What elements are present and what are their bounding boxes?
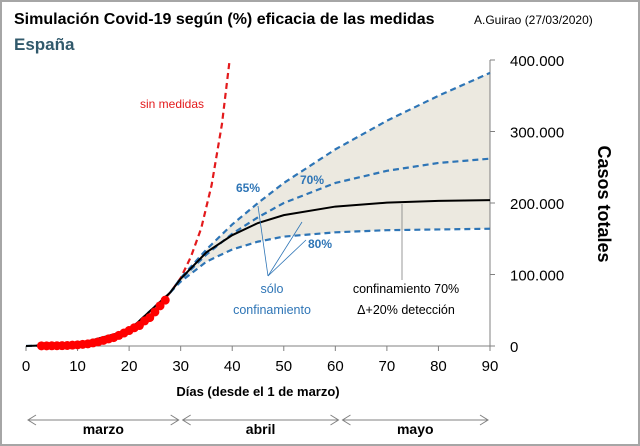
x-tick-label: 90 — [482, 358, 499, 375]
y-tick-label: 400.000 — [510, 53, 564, 70]
arrow-left-icon — [181, 414, 191, 426]
y-tick-label: 100.000 — [510, 268, 564, 285]
label-solo: sólo — [261, 282, 284, 296]
x-tick-label: 50 — [275, 358, 292, 375]
x-tick-label: 80 — [430, 358, 447, 375]
label-conf70: confinamiento 70% — [353, 282, 459, 296]
label-deteccion: Δ+20% detección — [357, 303, 455, 317]
month-label: marzo — [83, 421, 124, 437]
y-axis-label: Casos totales — [594, 145, 614, 262]
x-tick-label: 0 — [22, 358, 30, 375]
shaded-band — [170, 72, 490, 293]
x-tick-label: 20 — [121, 358, 138, 375]
label-70: 70% — [300, 173, 324, 187]
leader-65 — [257, 205, 269, 277]
chart-title: Simulación Covid-19 según (%) eficacia d… — [14, 11, 435, 28]
leader-80 — [267, 239, 307, 277]
x-tick-label: 40 — [224, 358, 241, 375]
arrow-right-icon — [330, 414, 340, 426]
observed-point — [150, 307, 160, 317]
y-tick-label: 300.000 — [510, 125, 564, 142]
y-tick-label: 200.000 — [510, 196, 564, 213]
x-tick-label: 60 — [327, 358, 344, 375]
x-tick-label: 10 — [69, 358, 86, 375]
x-tick-label: 70 — [379, 358, 396, 375]
x-axis-label: Días (desde el 1 de marzo) — [176, 384, 339, 399]
label-sin-medidas: sin medidas — [140, 97, 204, 111]
label-confinamiento: confinamiento — [233, 303, 311, 317]
arrow-left-icon — [341, 414, 351, 426]
month-label: abril — [246, 421, 276, 437]
x-tick-label: 30 — [172, 358, 189, 375]
arrow-right-icon — [170, 414, 180, 426]
y-tick-label: 0 — [510, 339, 518, 356]
chart-credit: A.Guirao (27/03/2020) — [474, 13, 593, 27]
series-line-80- — [169, 227, 491, 294]
observed-point — [160, 295, 170, 305]
chart-subtitle: España — [14, 35, 75, 54]
label-80: 80% — [308, 237, 332, 251]
arrow-left-icon — [27, 414, 37, 426]
arrow-right-icon — [479, 414, 489, 426]
leader-70 — [267, 221, 303, 277]
month-label: mayo — [397, 421, 434, 437]
label-65: 65% — [236, 181, 260, 195]
